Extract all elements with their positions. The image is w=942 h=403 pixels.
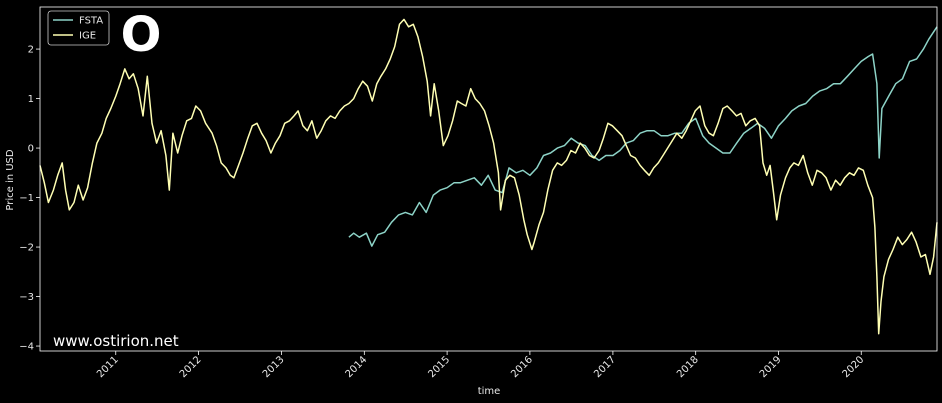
y-tick-label: −1 xyxy=(19,193,34,204)
y-axis-label: Price in USD xyxy=(5,149,16,211)
x-axis-label: time xyxy=(478,386,501,397)
y-axis-ticks: −4 −3 −2 −1 0 1 2 xyxy=(19,45,40,353)
ostirion-logo: O xyxy=(121,7,162,63)
y-tick-label: −4 xyxy=(19,342,34,353)
legend-label-ige: IGE xyxy=(79,31,96,42)
legend: FSTA IGE xyxy=(47,10,110,46)
plot-area-border xyxy=(39,6,938,352)
y-tick-label: 0 xyxy=(28,144,34,155)
y-tick-label: 2 xyxy=(28,45,34,56)
series-line-ige xyxy=(39,18,938,335)
y-tick-label: −3 xyxy=(19,292,34,303)
y-tick-label: −2 xyxy=(19,243,34,254)
series-lines xyxy=(39,18,938,335)
y-tick-label: 1 xyxy=(28,94,34,105)
watermark-url: www.ostirion.net xyxy=(53,332,179,350)
legend-label-fsta: FSTA xyxy=(79,16,103,27)
series-line-fsta xyxy=(348,26,938,247)
axes-frame xyxy=(39,6,938,352)
